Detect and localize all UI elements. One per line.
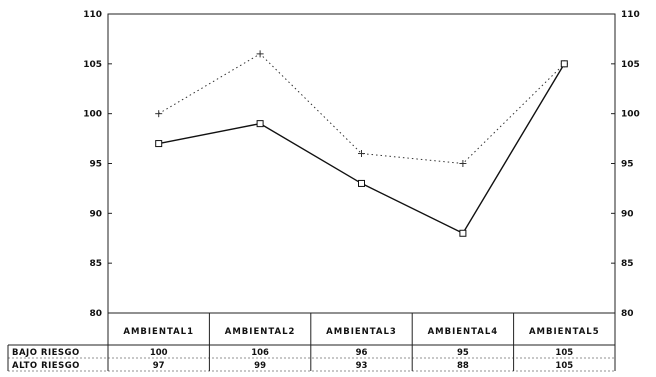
left-tick-label: 100 [83, 110, 102, 120]
table-cell-value: 106 [251, 348, 269, 358]
right-tick-label: 95 [621, 160, 634, 170]
point-square-alto-riesgo [256, 120, 264, 128]
table-cell-value: 99 [254, 361, 266, 371]
right-tick-label: 90 [621, 209, 634, 219]
right-tick-label: 85 [621, 259, 634, 269]
left-tick-label: 105 [83, 60, 102, 70]
left-tick-label: 95 [89, 160, 102, 170]
category-label: AMBIENTAL2 [225, 327, 296, 337]
table-row-label: BAJO RIESGO [12, 348, 80, 358]
right-tick-label: 80 [621, 309, 634, 319]
right-tick-label: 100 [621, 110, 640, 120]
table-cell-value: 97 [153, 361, 165, 371]
category-label: AMBIENTAL3 [326, 327, 397, 337]
category-label: AMBIENTAL1 [123, 327, 194, 337]
series-line-bajo-riesgo [158, 53, 565, 165]
point-square-alto-riesgo [560, 60, 568, 68]
plot-area [107, 13, 616, 314]
chart-frame [107, 13, 616, 314]
point-square-alto-riesgo [155, 140, 163, 148]
series-layer [155, 50, 568, 237]
point-plus-bajo-riesgo [256, 50, 264, 58]
table-row-label: ALTO RIESGO [12, 361, 80, 371]
point-plus-bajo-riesgo [459, 160, 467, 167]
left-y-axis: 80 85 90 95 100 105 110 [83, 10, 112, 319]
right-y-axis: 80 85 90 95 100 105 110 [611, 10, 640, 319]
right-tick-label: 105 [621, 60, 640, 70]
category-label: AMBIENTAL4 [428, 327, 499, 337]
point-plus-bajo-riesgo [155, 110, 163, 118]
series-line-alto-riesgo [158, 63, 565, 235]
left-tick-label: 90 [89, 209, 102, 219]
table-cell-value: 96 [356, 348, 368, 358]
right-tick-label: 110 [621, 10, 640, 20]
data-table: AMBIENTAL1 AMBIENTAL2 AMBIENTAL3 AMBIENTAL4… [7, 313, 616, 372]
point-plus-bajo-riesgo [358, 150, 365, 158]
table-cell-value: 105 [555, 361, 573, 371]
left-tick-label: 110 [83, 10, 102, 20]
left-tick-label: 85 [89, 259, 102, 269]
point-square-alto-riesgo [358, 179, 365, 187]
table-cell-value: 95 [457, 348, 469, 358]
point-square-alto-riesgo [459, 229, 467, 237]
table-cell-value: 93 [356, 361, 368, 371]
table-cell-value: 88 [457, 361, 469, 371]
table-cell-value: 105 [555, 348, 573, 358]
category-label: AMBIENTAL5 [529, 327, 600, 337]
left-tick-label: 80 [89, 309, 102, 319]
table-cell-value: 100 [150, 348, 168, 358]
